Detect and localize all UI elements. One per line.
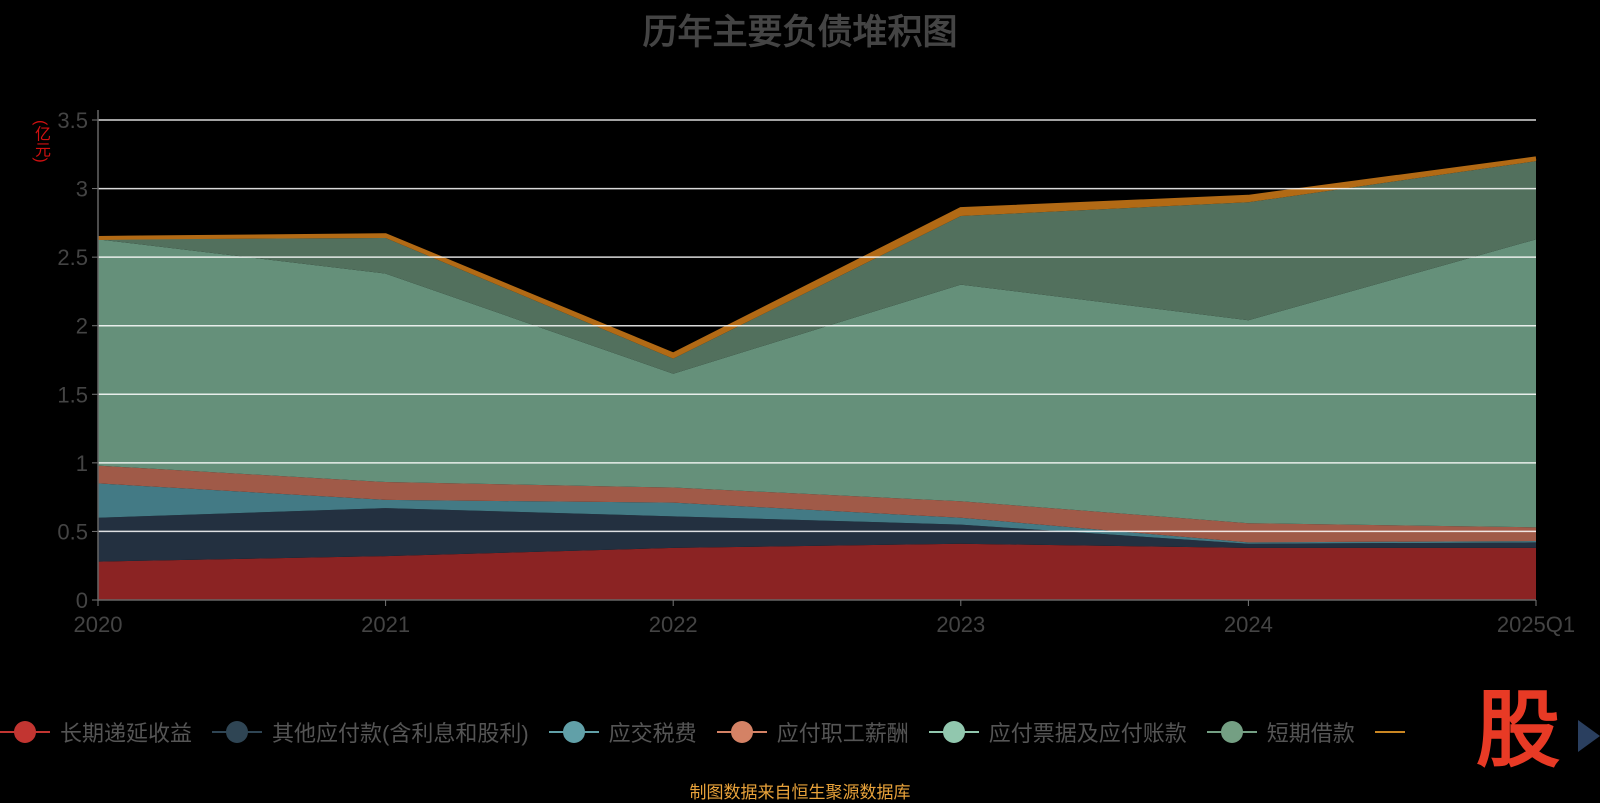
area-series-1	[98, 508, 1536, 562]
legend-marker-line	[1374, 731, 1405, 733]
y-tick-label: 0.5	[57, 519, 88, 544]
y-axis-unit-label: (亿元)	[32, 120, 49, 163]
series-top-line	[97, 156, 1537, 357]
y-tick-label: 2	[76, 314, 88, 339]
chart-title: 历年主要负债堆积图	[642, 13, 958, 52]
area-series-5	[98, 161, 1536, 374]
legend-item[interactable]: 应付票据及应付账款	[928, 716, 1187, 748]
x-tick-label: 2021	[361, 612, 410, 637]
area-series-4	[98, 239, 1536, 528]
x-tick-label: 2023	[936, 612, 985, 637]
x-tick-label: 2024	[1224, 612, 1273, 637]
y-tick-label: 3	[76, 177, 88, 202]
legend-marker-icon	[548, 719, 599, 745]
legend-item[interactable]: 应付职工薪酬	[716, 716, 909, 748]
legend-label: 应付职工薪酬	[776, 721, 909, 746]
legend-marker-icon	[0, 719, 50, 745]
legend-label: 应付票据及应付账款	[988, 721, 1187, 746]
area-series-2	[98, 483, 1536, 544]
legend-label: 其他应付款(含利息和股利)	[272, 721, 529, 746]
y-tick-label: 1.5	[57, 382, 88, 407]
legend-marker-dot	[226, 721, 249, 743]
y-tick-label: 3.5	[57, 108, 88, 133]
legend-item[interactable]: 短期借款	[1206, 716, 1355, 748]
source-note: 制图数据来自恒生聚源数据库	[689, 783, 911, 802]
legend-label: 应交税费	[608, 721, 697, 746]
legend-marker-icon	[716, 719, 767, 745]
legend-marker-icon	[928, 719, 979, 745]
y-tick-label: 0	[76, 588, 88, 613]
legend-marker-dot	[562, 721, 585, 743]
logo: 股	[1476, 681, 1561, 779]
legend-item[interactable]: 其他应付款(含利息和股利)	[212, 716, 529, 748]
y-tick-label: 2.5	[57, 245, 88, 270]
legend-label: 短期借款	[1266, 721, 1355, 746]
legend-marker-dot	[14, 721, 36, 743]
legend-marker-icon	[212, 719, 263, 745]
legend-marker-dot	[1220, 721, 1243, 743]
legend-marker-icon	[1206, 719, 1257, 745]
legend-item[interactable]: 应交税费	[548, 716, 697, 748]
legend-marker-dot	[730, 721, 753, 743]
x-tick-label: 2020	[74, 612, 123, 637]
x-tick-label: 2025Q1	[1497, 612, 1575, 637]
legend-item[interactable]: 长期递延收益	[0, 716, 192, 748]
area-series-3	[98, 465, 1536, 543]
x-tick-label: 2022	[649, 612, 698, 637]
legend-marker-icon[interactable]	[1374, 719, 1405, 745]
legend-label: 长期递延收益	[60, 721, 193, 746]
y-tick-label: 1	[76, 451, 88, 476]
area-series-0	[98, 543, 1536, 600]
legend: 长期递延收益 其他应付款(含利息和股利) 应交税费 应付职工薪酬 应付票据及应付账款 短期…	[0, 712, 1415, 752]
legend-next-page-icon[interactable]	[1578, 720, 1600, 752]
legend-marker-dot	[942, 721, 965, 743]
